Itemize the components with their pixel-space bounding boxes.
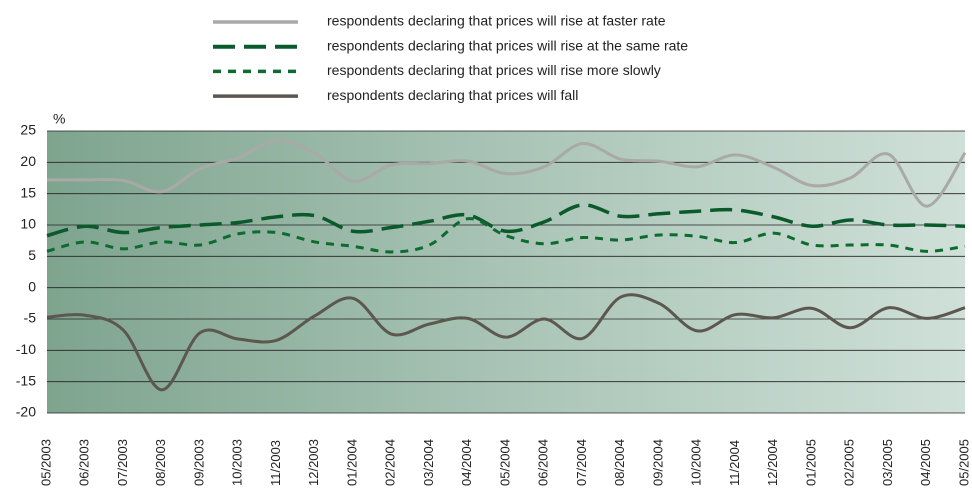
x-tick-label: 01/2004: [344, 439, 359, 486]
x-tick-label: 01/2005: [803, 439, 818, 486]
series-line: [46, 293, 966, 392]
y-tick-label: 5: [28, 247, 36, 263]
x-tick-label: 09/2004: [650, 439, 665, 486]
y-tick-label: 10: [20, 216, 36, 232]
x-tick-label: 04/2005: [918, 439, 933, 486]
series-line: [46, 217, 966, 254]
x-tick-label: 08/2004: [612, 439, 627, 486]
x-tick-label: 10/2004: [689, 439, 704, 486]
y-tick-label: 20: [20, 153, 36, 169]
x-tick-label: 11/2003: [268, 440, 283, 486]
x-tick-label: 12/2003: [306, 439, 321, 486]
y-axis-label: %: [53, 111, 65, 127]
x-tick-label: 07/2003: [115, 439, 130, 486]
legend-label: respondents declaring that prices will r…: [327, 62, 661, 78]
x-tick-label: 06/2003: [77, 439, 92, 486]
x-tick-label: 10/2003: [230, 439, 245, 486]
series-line: [46, 203, 966, 238]
x-tick-label: 03/2005: [880, 439, 895, 486]
x-tick-label: 02/2004: [383, 439, 398, 486]
x-tick-label: 05/2003: [38, 439, 53, 486]
legend-label: respondents declaring that prices will r…: [327, 37, 688, 53]
x-tick-label: 03/2004: [421, 439, 436, 486]
x-tick-label: 02/2005: [842, 439, 857, 486]
y-tick-label: -10: [16, 341, 36, 357]
x-tick-label: 09/2003: [191, 439, 206, 486]
x-tick-label: 12/2004: [765, 439, 780, 486]
legend-label: respondents declaring that prices will r…: [327, 13, 666, 29]
x-tick-label: 07/2004: [574, 439, 589, 486]
y-tick-label: -20: [16, 404, 36, 420]
series-line: [46, 138, 967, 208]
x-tick-label: 04/2004: [459, 439, 474, 486]
x-tick-label: 06/2004: [536, 439, 551, 486]
y-tick-label: 0: [28, 278, 36, 294]
plot-area: [47, 131, 965, 413]
y-tick-label: 25: [20, 122, 36, 138]
x-tick-label: 08/2003: [153, 439, 168, 486]
y-tick-label: -15: [16, 372, 36, 388]
x-tick-label: 05/2004: [497, 439, 512, 486]
y-tick-label: 15: [20, 184, 36, 200]
x-tick-label: 05/2005: [956, 439, 971, 486]
y-tick-label: -5: [24, 310, 37, 326]
x-tick-label: 11/2004: [727, 440, 742, 486]
legend-label: respondents declaring that prices will f…: [327, 87, 578, 103]
